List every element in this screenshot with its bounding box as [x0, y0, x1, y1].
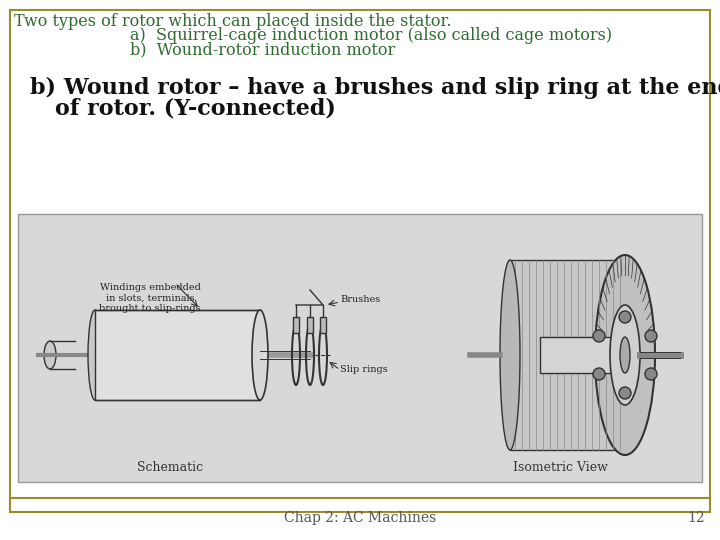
Text: Slip rings: Slip rings — [340, 366, 388, 375]
Ellipse shape — [620, 337, 630, 373]
Text: b)  Wound-rotor induction motor: b) Wound-rotor induction motor — [130, 41, 395, 58]
Text: Chap 2: AC Machines: Chap 2: AC Machines — [284, 511, 436, 525]
Bar — [293, 317, 299, 333]
Ellipse shape — [610, 305, 640, 405]
Ellipse shape — [252, 310, 268, 400]
Text: b) Wound rotor – have a brushes and slip ring at the end: b) Wound rotor – have a brushes and slip… — [30, 77, 720, 99]
Ellipse shape — [500, 260, 520, 450]
Text: of rotor. (Y-connected): of rotor. (Y-connected) — [55, 97, 336, 119]
Circle shape — [593, 330, 605, 342]
Circle shape — [593, 368, 605, 380]
Text: Isometric View: Isometric View — [513, 461, 608, 474]
Circle shape — [645, 330, 657, 342]
Text: 12: 12 — [688, 511, 705, 525]
Text: Windings embedded
in slots, terminals
brought to slip-rings: Windings embedded in slots, terminals br… — [99, 283, 201, 313]
Text: Two types of rotor which can placed inside the stator.: Two types of rotor which can placed insi… — [14, 13, 451, 30]
Circle shape — [645, 368, 657, 380]
Circle shape — [619, 387, 631, 399]
Text: Brushes: Brushes — [340, 295, 380, 305]
Text: Schematic: Schematic — [137, 461, 203, 474]
Bar — [95, 310, 260, 400]
Bar — [18, 214, 702, 482]
Bar — [540, 337, 625, 373]
Circle shape — [619, 311, 631, 323]
Text: a)  Squirrel-cage induction motor (also called cage motors): a) Squirrel-cage induction motor (also c… — [130, 27, 612, 44]
Bar — [320, 317, 326, 333]
Bar — [510, 260, 625, 450]
Ellipse shape — [44, 341, 56, 369]
Bar — [307, 317, 313, 333]
Ellipse shape — [595, 255, 655, 455]
Ellipse shape — [88, 310, 102, 400]
